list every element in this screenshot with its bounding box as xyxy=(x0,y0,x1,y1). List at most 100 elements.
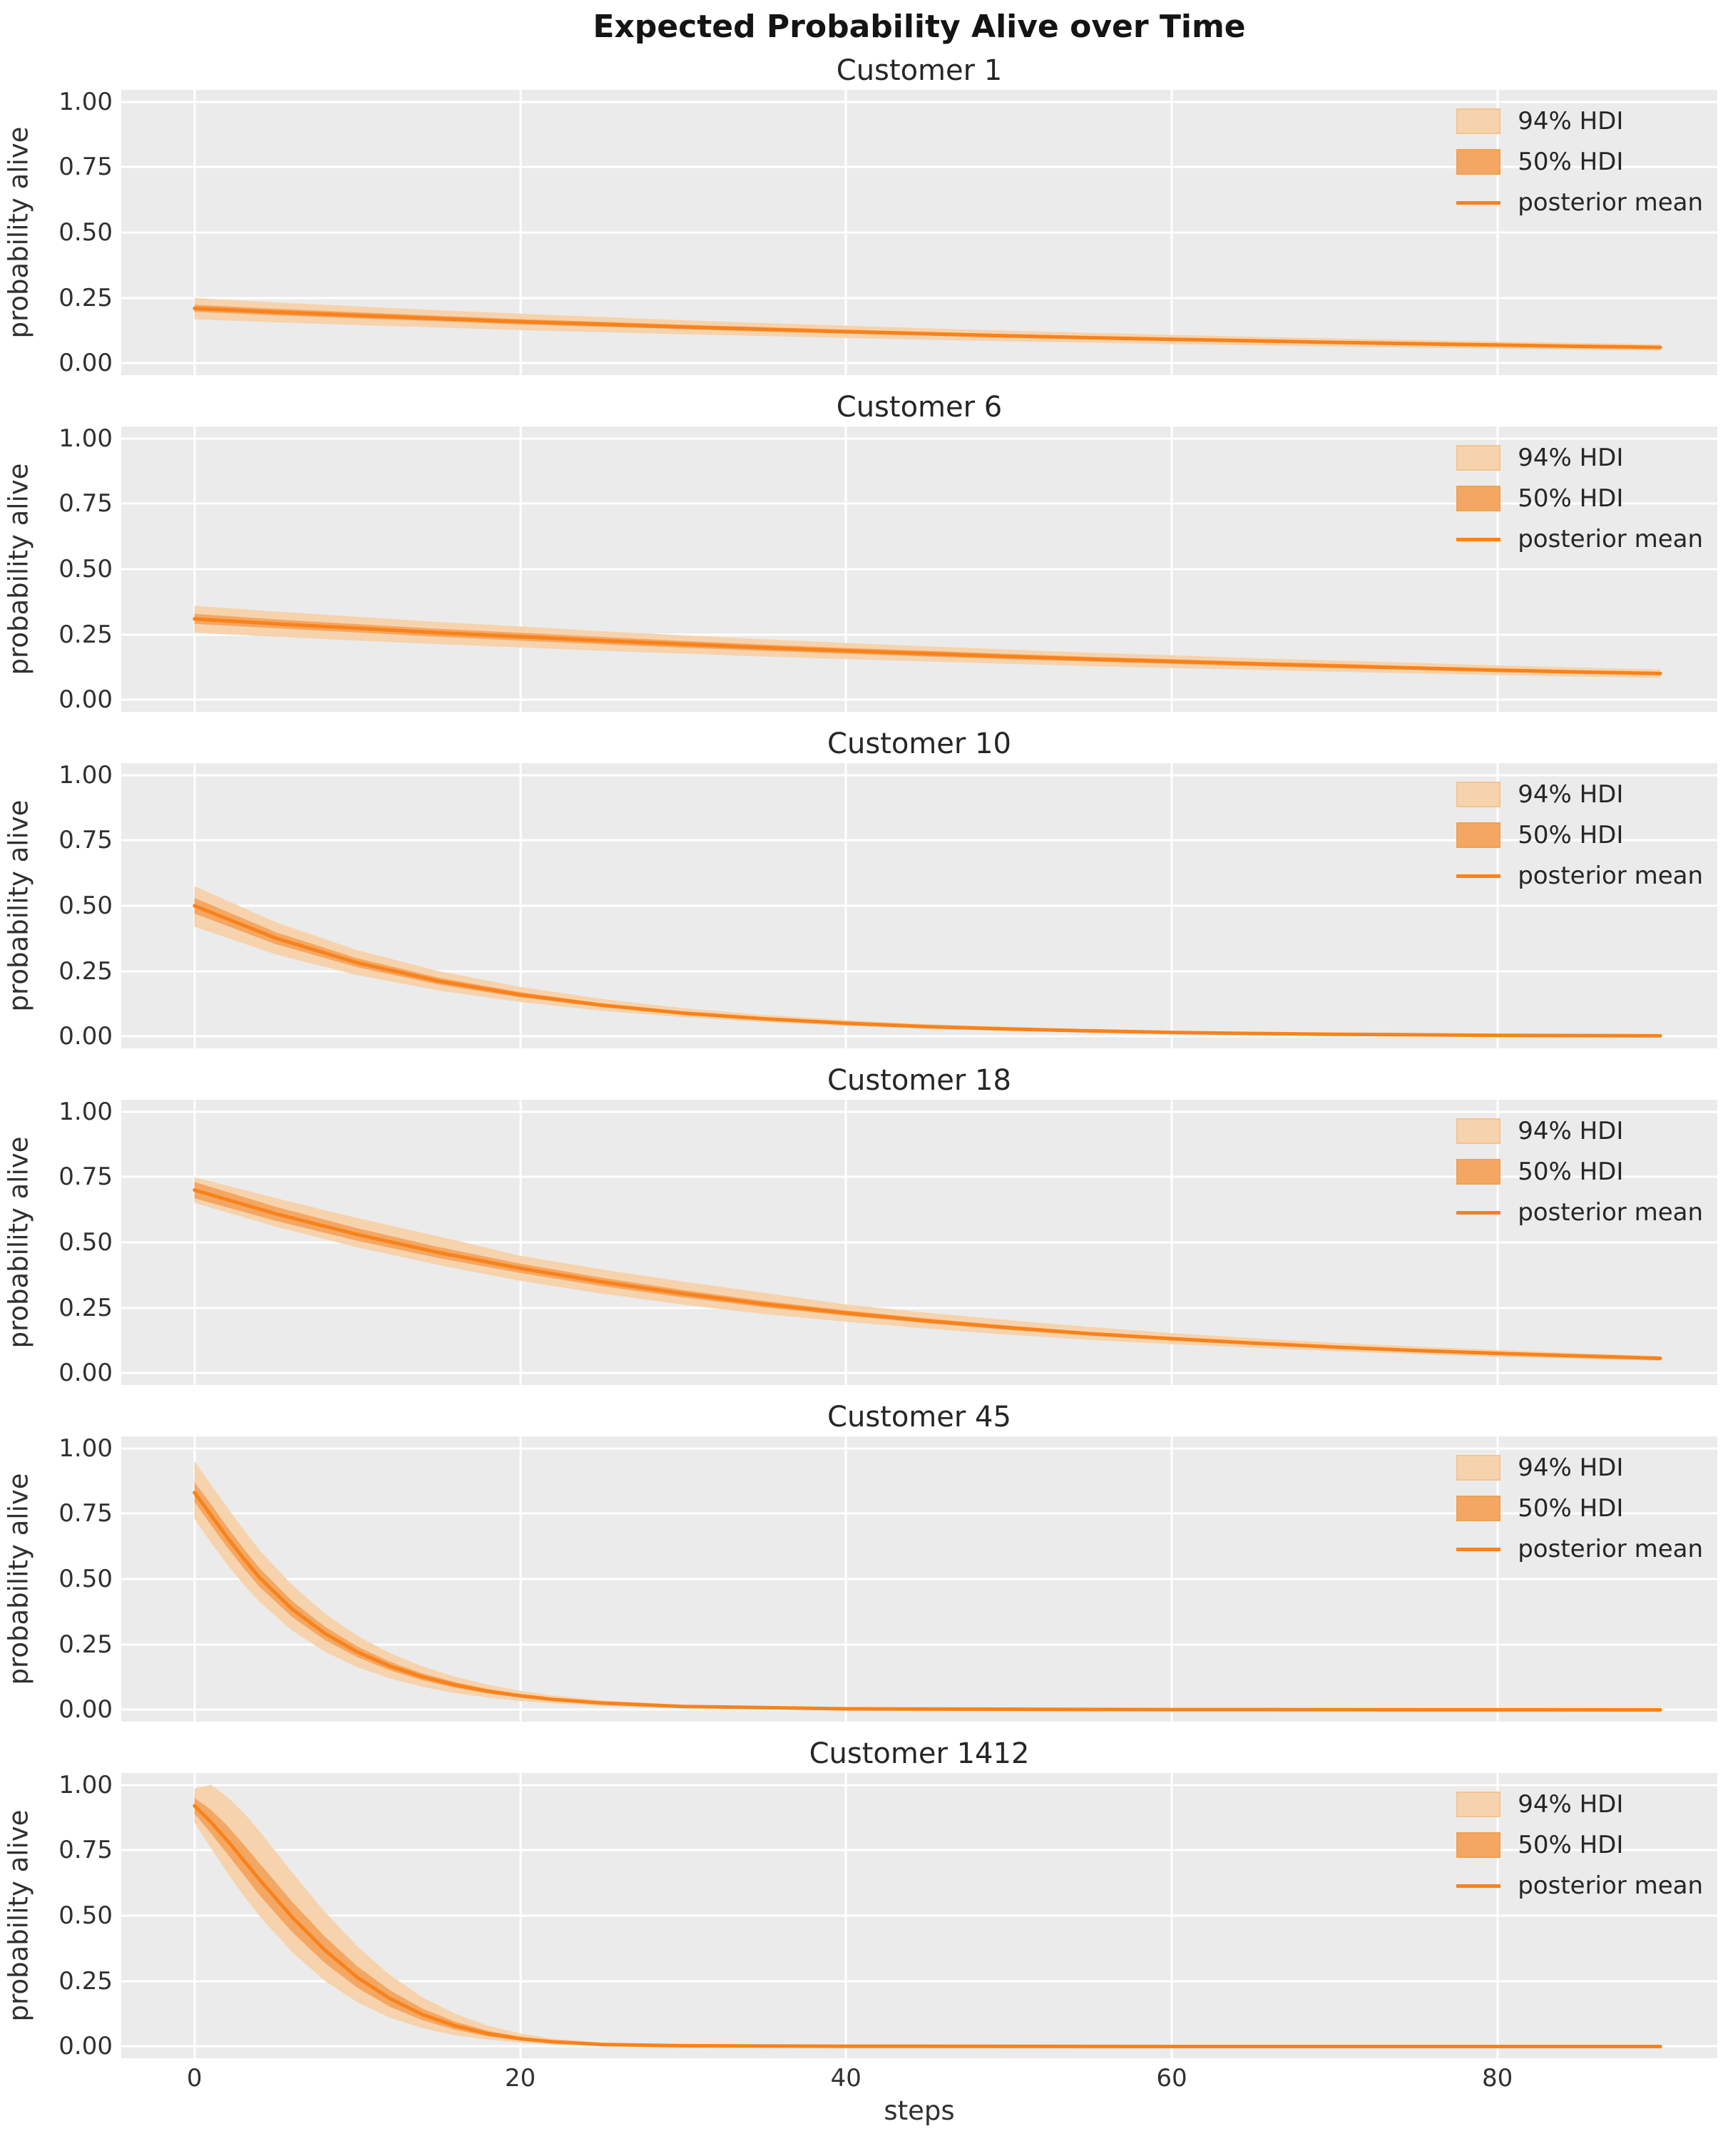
y-tick-label: 0.75 xyxy=(58,1499,113,1528)
gridline-horizontal xyxy=(121,970,1717,973)
legend-item-50-hdi: 50% HDI xyxy=(1456,819,1703,851)
x-tick-label: 80 xyxy=(1481,2064,1513,2093)
gridline-horizontal xyxy=(121,362,1717,364)
legend-item-posterior-mean: posterior mean xyxy=(1456,187,1703,218)
y-tick-labels: 1.00 0.75 0.50 0.25 0.00 xyxy=(37,1434,121,1725)
gridline-horizontal xyxy=(121,1849,1717,1851)
curves-svg xyxy=(121,1461,1717,1722)
legend-label: posterior mean xyxy=(1518,1535,1703,1563)
gridline-vertical xyxy=(1170,1100,1173,1385)
gridline-vertical xyxy=(1170,763,1173,1048)
posterior-mean-line xyxy=(195,308,1660,347)
gridline-vertical xyxy=(1496,1436,1499,1722)
gridline-horizontal xyxy=(121,1241,1717,1244)
y-tick-label: 0.75 xyxy=(58,826,113,855)
subplot-row: probability alive 1.00 0.75 0.50 0.25 0.… xyxy=(0,1434,1728,1725)
y-tick-label: 1.00 xyxy=(58,1434,113,1463)
subplot: Customer 6 probability alive 1.00 0.75 0… xyxy=(0,384,1728,715)
subplot: Customer 18 probability alive 1.00 0.75 … xyxy=(0,1057,1728,1387)
legend-label: 94% HDI xyxy=(1518,1117,1624,1145)
plot-area: 94% HDI 50% HDI posterior mean xyxy=(121,763,1717,1048)
gridline-vertical xyxy=(844,763,847,1048)
y-tick-labels: 1.00 0.75 0.50 0.25 0.00 xyxy=(37,88,121,378)
subplot-row: probability alive 1.00 0.75 0.50 0.25 0.… xyxy=(0,424,1728,715)
legend-label: 50% HDI xyxy=(1518,1831,1624,1859)
posterior-mean-line xyxy=(195,1190,1660,1359)
subplot: Customer 1 probability alive 1.00 0.75 0… xyxy=(0,47,1728,378)
legend-label: 94% HDI xyxy=(1518,780,1624,809)
legend-label: 94% HDI xyxy=(1518,1790,1624,1819)
legend: 94% HDI 50% HDI posterior mean xyxy=(1456,1789,1703,1901)
gridline-horizontal xyxy=(121,1980,1717,1983)
mean-line-swatch-icon xyxy=(1456,1547,1501,1551)
y-tick-label: 0.50 xyxy=(58,1901,113,1930)
hdi50-swatch-icon xyxy=(1456,149,1501,175)
subplot-title: Customer 6 xyxy=(836,391,1003,424)
y-tick-label: 0.00 xyxy=(58,685,113,715)
posterior-mean-line xyxy=(195,619,1660,674)
legend: 94% HDI 50% HDI posterior mean xyxy=(1456,779,1703,891)
legend: 94% HDI 50% HDI posterior mean xyxy=(1456,1115,1703,1228)
y-axis-label: probability alive xyxy=(3,463,34,675)
legend-label: 94% HDI xyxy=(1518,107,1624,136)
legend-label: 50% HDI xyxy=(1518,821,1624,849)
gridline-vertical xyxy=(1496,90,1499,375)
gridline-horizontal xyxy=(121,568,1717,571)
curves-svg xyxy=(121,886,1717,1048)
legend-item-50-hdi: 50% HDI xyxy=(1456,1156,1703,1187)
subplot-title: Customer 10 xyxy=(827,727,1011,760)
gridline-vertical xyxy=(1170,90,1173,375)
y-tick-label: 0.25 xyxy=(58,620,113,649)
subplot-row: probability alive 1.00 0.75 0.50 0.25 0.… xyxy=(0,761,1728,1051)
gridline-vertical xyxy=(519,1100,521,1385)
legend-label: 94% HDI xyxy=(1518,1453,1624,1482)
legend-label: posterior mean xyxy=(1518,525,1703,553)
plot-area: 94% HDI 50% HDI posterior mean xyxy=(121,1436,1717,1722)
gridline-vertical xyxy=(519,426,521,712)
gridline-vertical xyxy=(519,1773,521,2058)
legend-item-posterior-mean: posterior mean xyxy=(1456,1870,1703,1901)
gridline-horizontal xyxy=(121,1512,1717,1515)
y-tick-label: 0.75 xyxy=(58,153,113,182)
y-axis-label-column: probability alive xyxy=(0,90,37,375)
x-axis-label: steps xyxy=(884,2095,955,2126)
gridline-horizontal xyxy=(121,1447,1717,1450)
curves-svg xyxy=(121,1177,1717,1361)
legend-label: posterior mean xyxy=(1518,862,1703,890)
x-tick-label: 40 xyxy=(830,2064,862,2093)
plot-area: 94% HDI 50% HDI posterior mean xyxy=(121,1773,1717,2058)
subplot-row: probability alive 1.00 0.75 0.50 0.25 0.… xyxy=(0,1098,1728,1387)
y-tick-label: 0.00 xyxy=(58,1695,113,1725)
y-tick-label: 1.00 xyxy=(58,1770,113,1799)
legend-item-posterior-mean: posterior mean xyxy=(1456,1197,1703,1228)
y-tick-labels: 1.00 0.75 0.50 0.25 0.00 xyxy=(37,761,121,1051)
gridline-vertical xyxy=(193,1436,196,1722)
legend-item-94-hdi: 94% HDI xyxy=(1456,779,1703,810)
y-axis-label: probability alive xyxy=(3,799,34,1012)
legend-item-50-hdi: 50% HDI xyxy=(1456,146,1703,178)
y-axis-label: probability alive xyxy=(3,1473,34,1685)
gridline-horizontal xyxy=(121,904,1717,907)
gridline-vertical xyxy=(1170,426,1173,712)
legend-item-posterior-mean: posterior mean xyxy=(1456,523,1703,555)
gridline-vertical xyxy=(1496,763,1499,1048)
y-tick-labels: 1.00 0.75 0.50 0.25 0.00 xyxy=(37,1770,121,2061)
y-tick-label: 0.75 xyxy=(58,1836,113,1865)
y-tick-label: 0.00 xyxy=(58,2032,113,2061)
hdi50-swatch-icon xyxy=(1456,1832,1501,1858)
legend-item-94-hdi: 94% HDI xyxy=(1456,442,1703,474)
posterior-mean-line xyxy=(195,1806,1660,2047)
gridline-horizontal xyxy=(121,165,1717,168)
y-tick-label: 0.00 xyxy=(58,349,113,378)
subplot: Customer 10 probability alive 1.00 0.75 … xyxy=(0,720,1728,1051)
gridline-horizontal xyxy=(121,774,1717,777)
y-tick-label: 0.50 xyxy=(58,1565,113,1593)
hdi50-band xyxy=(194,1182,1661,1359)
legend-item-50-hdi: 50% HDI xyxy=(1456,483,1703,514)
subplot-title: Customer 18 xyxy=(827,1064,1011,1097)
mean-line-swatch-icon xyxy=(1456,874,1501,878)
gridline-horizontal xyxy=(121,1110,1717,1113)
y-axis-label: probability alive xyxy=(3,1136,34,1349)
plot-area: 94% HDI 50% HDI posterior mean xyxy=(121,90,1717,375)
gridline-horizontal xyxy=(121,1643,1717,1646)
